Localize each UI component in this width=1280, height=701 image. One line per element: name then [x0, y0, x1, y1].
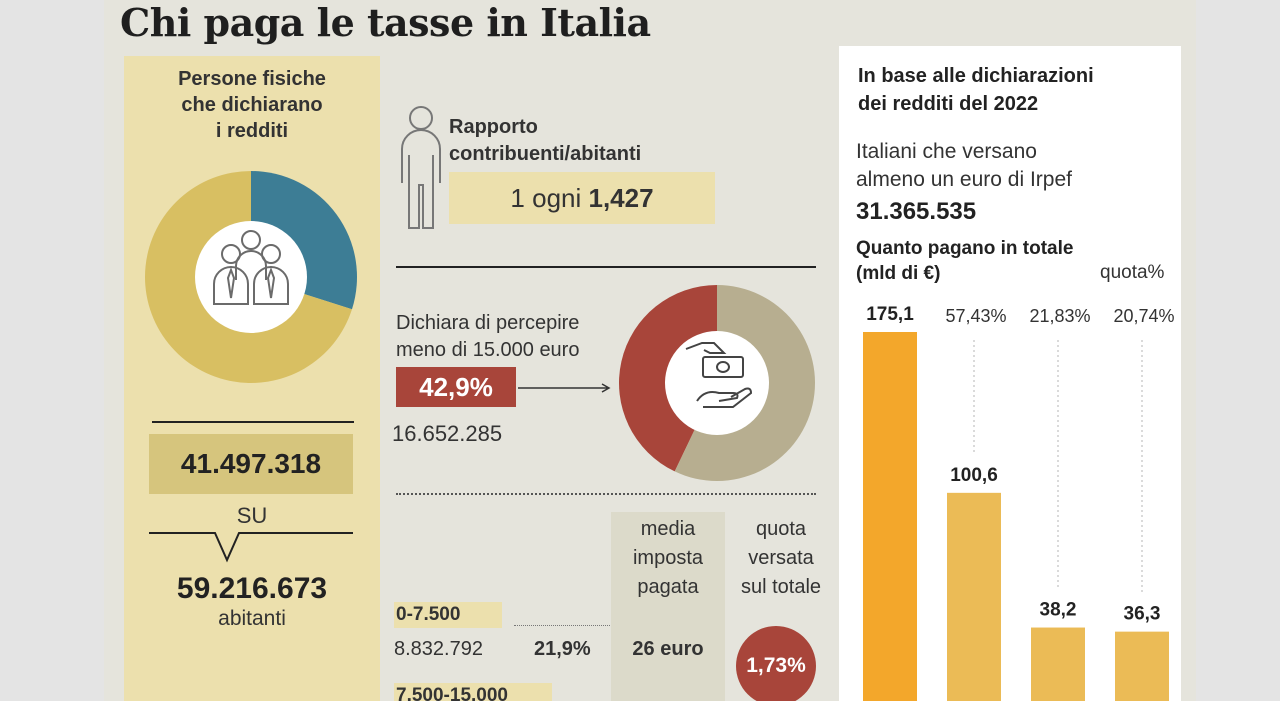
persone-heading-line: Persone fisiche: [178, 68, 326, 90]
fascia-count: 8.832.792: [394, 638, 483, 660]
fascia-share: 21,9%: [534, 638, 591, 660]
versano-label-line: almeno un euro di Irpef: [856, 168, 1072, 191]
infographic: Chi paga le tasse in Italia Persone fisi…: [104, 0, 1196, 701]
page-title: Chi paga le tasse in Italia: [120, 0, 651, 45]
sotto15000-label-line: meno di 15.000 euro: [396, 339, 580, 361]
col-media-line: pagata: [637, 576, 699, 598]
persone-donut-chart: [145, 171, 357, 383]
bar: [947, 492, 1001, 701]
fascia-quota: 1,73%: [736, 626, 816, 701]
sotto15000-count: 16.652.285: [392, 421, 503, 446]
dichiaranti-count: 41.497.318: [149, 434, 353, 494]
bar: [1115, 631, 1169, 701]
col-quota-line: versata: [748, 547, 814, 569]
versano-label-line: Italiani che versano: [856, 140, 1037, 163]
arrow-right-icon: [518, 383, 611, 393]
irpef-heading-line: In base alle dichiarazioni: [858, 65, 1094, 87]
bar-value-label: 36,3: [1124, 604, 1161, 625]
bar-share-label: 20,74%: [1113, 306, 1174, 326]
fascia-media: 26 euro: [632, 638, 704, 660]
divider: [152, 421, 354, 423]
sotto15000-percent: 42,9%: [396, 367, 516, 407]
sotto15000-label-line: Dichiara di percepire: [396, 312, 580, 334]
bar: [863, 332, 917, 701]
bar-share-label: 21,83%: [1029, 306, 1090, 326]
person-icon: [401, 106, 441, 229]
totale-label: Quanto pagano in totale (mld di €): [856, 236, 1073, 286]
donut-center: [195, 221, 307, 333]
col-media-line: media: [640, 518, 696, 540]
totale-label-line: Quanto pagano in totale: [856, 238, 1074, 259]
rapporto-label: Rapporto contribuenti/abitanti: [449, 114, 641, 168]
col-media-heading: media imposta pagata: [611, 515, 725, 602]
col-quota-line: quota: [755, 518, 807, 540]
sotto15000-donut-chart: [619, 285, 815, 481]
money-hand-icon: [685, 342, 753, 408]
totale-label-line: (mld di €): [856, 263, 941, 284]
group-people-icon: [213, 230, 289, 305]
versano-count: 31.365.535: [856, 198, 977, 225]
rapporto-prefix: 1 ogni: [510, 183, 582, 213]
irpef-heading: In base alle dichiarazioni dei redditi d…: [858, 62, 1094, 118]
rapporto-number: 1,427: [588, 183, 654, 213]
row-leader: [514, 625, 610, 626]
bar-value-label: 100,6: [950, 465, 998, 486]
rapporto-label-line: Rapporto: [449, 116, 538, 138]
bar-share-label: 57,43%: [945, 306, 1006, 326]
col-quota-line: sul totale: [740, 576, 822, 598]
sotto15000-label: Dichiara di percepire meno di 15.000 eur…: [396, 310, 579, 364]
bar-value-label: 38,2: [1040, 600, 1077, 621]
col-media-line: imposta: [632, 547, 704, 569]
section-divider: [396, 266, 816, 268]
bar: [1031, 627, 1085, 701]
su-label: SU: [236, 503, 268, 528]
fascia-range: 7.500-15.000: [394, 683, 552, 701]
rapporto-value: 1 ogni 1,427: [449, 172, 715, 224]
callout-pointer: [149, 532, 353, 563]
rapporto-label-line: contribuenti/abitanti: [449, 143, 642, 165]
irpef-bar-chart: 175,1 100,6 57,43% 38,2 21,83% 36,3 20,74%: [863, 304, 1175, 701]
abitanti-count: 59.216.673: [176, 572, 328, 605]
quota-label: quota%: [1100, 262, 1165, 283]
col-quota-heading: quota versata sul totale: [726, 515, 836, 602]
versano-label: Italiani che versano almeno un euro di I…: [856, 138, 1072, 194]
fascia-range: 0-7.500: [394, 602, 502, 628]
persone-heading-line: che dichiarano: [181, 94, 323, 116]
bar-value-label: 175,1: [866, 304, 914, 325]
irpef-heading-line: dei redditi del 2022: [858, 93, 1039, 115]
dotted-divider: [396, 493, 816, 495]
persone-heading: Persone fisiche che dichiarano i redditi: [124, 66, 380, 144]
abitanti-label: abitanti: [218, 607, 286, 630]
persone-heading-line: i redditi: [215, 120, 289, 142]
media-column-bg: [611, 512, 725, 701]
